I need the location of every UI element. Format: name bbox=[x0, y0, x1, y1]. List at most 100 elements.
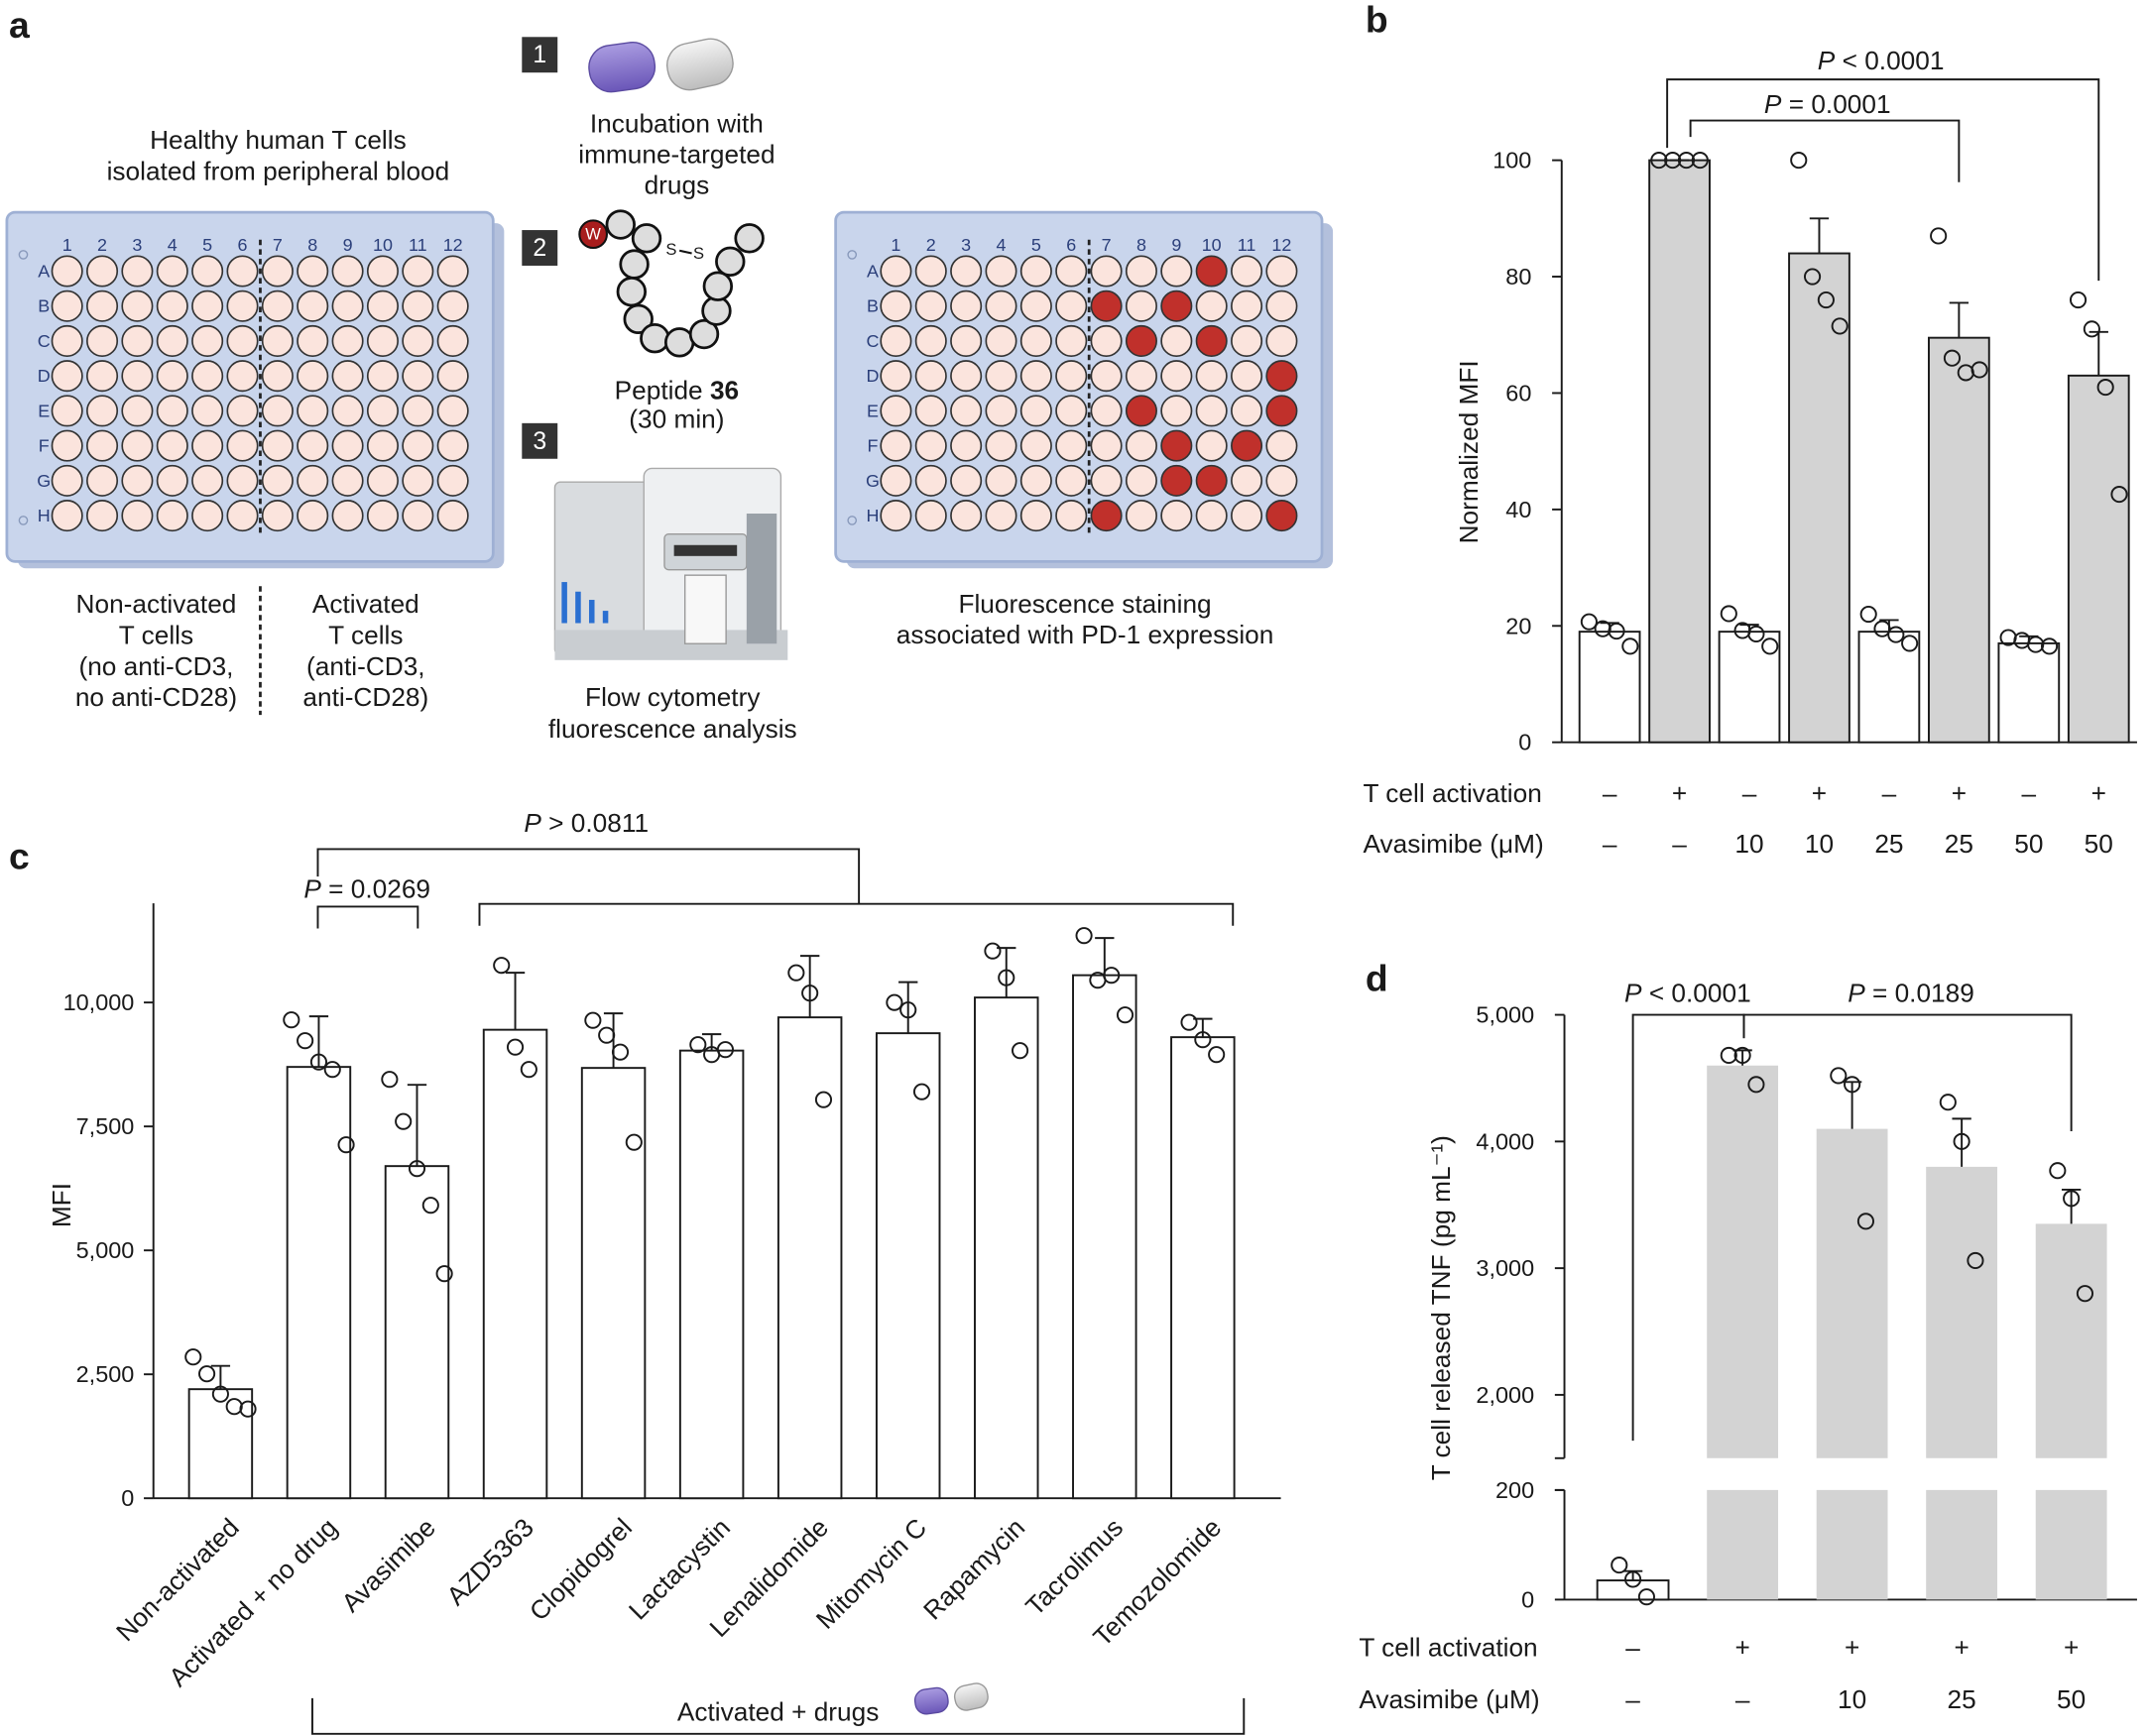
data-point bbox=[1930, 227, 1948, 245]
step-number: 1 bbox=[533, 41, 546, 68]
well bbox=[226, 500, 259, 532]
well bbox=[1090, 395, 1123, 427]
row-value: – bbox=[1735, 1684, 1750, 1714]
well bbox=[226, 464, 259, 497]
x-tick-label: Rapamycin bbox=[917, 1512, 1030, 1625]
well bbox=[914, 324, 947, 357]
bar bbox=[286, 1066, 352, 1500]
well bbox=[331, 324, 364, 357]
data-point bbox=[787, 964, 805, 982]
well bbox=[914, 360, 947, 393]
well bbox=[1231, 500, 1263, 532]
well bbox=[1195, 429, 1228, 462]
well bbox=[1265, 255, 1298, 288]
y-tick-label: 60 bbox=[1505, 380, 1531, 405]
data-point bbox=[2076, 1285, 2094, 1303]
step-text: Flow cytometry bbox=[585, 682, 761, 712]
x-tick-label: Avasimibe bbox=[335, 1512, 440, 1617]
group-text: anti-CD28) bbox=[302, 682, 428, 712]
peptide-number: 36 bbox=[710, 376, 739, 405]
bar bbox=[1170, 1036, 1236, 1500]
y-tick-label: 2,000 bbox=[1476, 1382, 1534, 1408]
plate-column-label: 1 bbox=[891, 235, 900, 255]
error-bar bbox=[603, 1012, 624, 1069]
well bbox=[297, 289, 329, 322]
y-tick-label: 0 bbox=[121, 1485, 134, 1511]
data-point bbox=[1747, 625, 1765, 643]
bar bbox=[482, 1028, 548, 1500]
well bbox=[950, 255, 983, 288]
data-point bbox=[184, 1348, 202, 1366]
data-point bbox=[493, 957, 511, 975]
data-point bbox=[1803, 268, 1822, 286]
staining-text: associated with PD-1 expression bbox=[896, 620, 1274, 649]
plate-notch bbox=[847, 250, 858, 260]
error-bar bbox=[1095, 937, 1115, 976]
well bbox=[191, 395, 224, 427]
data-point bbox=[1901, 635, 1919, 652]
data-point bbox=[1194, 1031, 1212, 1049]
well bbox=[1231, 255, 1263, 288]
plate-row-label: F bbox=[867, 436, 878, 456]
well bbox=[880, 324, 912, 357]
p-value: P < 0.0001 bbox=[1624, 978, 1751, 1007]
data-point bbox=[1637, 1588, 1655, 1606]
well bbox=[261, 324, 294, 357]
well bbox=[1019, 255, 1052, 288]
bar bbox=[1857, 631, 1921, 744]
well bbox=[985, 289, 1017, 322]
well bbox=[1265, 395, 1298, 427]
well bbox=[331, 395, 364, 427]
plate-column-label: 8 bbox=[307, 235, 317, 255]
significance-bracket bbox=[316, 905, 419, 929]
bar bbox=[1072, 974, 1137, 1500]
well bbox=[86, 464, 119, 497]
p-value: P = 0.0269 bbox=[303, 873, 430, 903]
well bbox=[880, 255, 912, 288]
well bbox=[402, 464, 434, 497]
well bbox=[1055, 324, 1088, 357]
well bbox=[1195, 289, 1228, 322]
well bbox=[331, 464, 364, 497]
row-label: Avasimibe (μM) bbox=[1363, 829, 1543, 859]
well bbox=[226, 324, 259, 357]
flow-cytometer bbox=[553, 467, 788, 660]
well bbox=[1055, 255, 1088, 288]
well bbox=[880, 289, 912, 322]
well bbox=[297, 324, 329, 357]
data-point bbox=[2027, 636, 2045, 653]
well bbox=[985, 360, 1017, 393]
well bbox=[191, 324, 224, 357]
well bbox=[191, 500, 224, 532]
data-point bbox=[198, 1365, 216, 1383]
well bbox=[436, 360, 469, 393]
data-point bbox=[1761, 637, 1779, 655]
bar bbox=[2067, 374, 2130, 744]
data-point bbox=[337, 1136, 355, 1154]
well bbox=[1195, 500, 1228, 532]
plate-row-label: G bbox=[37, 471, 51, 491]
plate-row-label: E bbox=[867, 401, 879, 420]
data-point bbox=[1103, 967, 1121, 984]
row-value: – bbox=[2022, 778, 2037, 808]
row-value: 10 bbox=[1805, 829, 1834, 859]
row-value: + bbox=[1672, 778, 1687, 808]
well bbox=[1055, 500, 1088, 532]
data-point bbox=[1943, 349, 1962, 367]
well bbox=[331, 360, 364, 393]
data-point bbox=[1650, 152, 1668, 170]
plate-column-label: 2 bbox=[926, 235, 936, 255]
well bbox=[985, 255, 1017, 288]
well bbox=[1160, 255, 1193, 288]
data-point bbox=[1790, 152, 1808, 170]
data-point bbox=[1733, 1046, 1751, 1065]
well bbox=[436, 255, 469, 288]
well bbox=[261, 289, 294, 322]
well bbox=[1090, 429, 1123, 462]
data-point bbox=[912, 1083, 931, 1100]
bar bbox=[1997, 641, 2061, 744]
well bbox=[985, 395, 1017, 427]
plate-row-label: D bbox=[38, 366, 51, 386]
data-point bbox=[1621, 637, 1639, 655]
well bbox=[1125, 500, 1157, 532]
